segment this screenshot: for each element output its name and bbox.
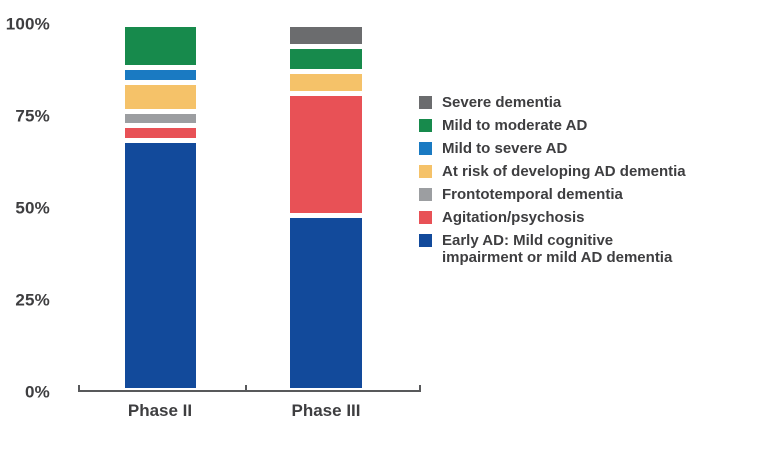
- y-axis-tick-label: 100%: [5, 14, 50, 34]
- category-label: Phase II: [127, 401, 193, 420]
- bar-segment: [125, 27, 196, 71]
- legend-item: Frontotemporal dementia: [419, 186, 686, 203]
- legend-label: Mild to moderate AD: [442, 117, 588, 134]
- x-axis-tick: [419, 385, 421, 392]
- bar-segment: [290, 73, 362, 96]
- stacked-bar-phase-iii: [290, 27, 362, 388]
- legend-swatch: [419, 96, 432, 109]
- legend-label: At risk of developing AD dementia: [442, 163, 686, 180]
- bar-segment: [290, 48, 362, 74]
- legend-label: Frontotemporal dementia: [442, 186, 623, 203]
- legend-item: Mild to moderate AD: [419, 117, 686, 134]
- legend-swatch: [419, 211, 432, 224]
- legend-item: At risk of developing AD dementia: [419, 163, 686, 180]
- y-axis-tick-label: 25%: [15, 290, 50, 310]
- legend-label: Agitation/psychosis: [442, 209, 585, 226]
- legend-item: Agitation/psychosis: [419, 209, 686, 226]
- legend-label: Mild to severe AD: [442, 140, 568, 157]
- legend-swatch: [419, 165, 432, 178]
- legend-label: Severe dementia: [442, 94, 562, 111]
- x-axis-line: [78, 390, 421, 392]
- category-label: Phase III: [291, 401, 361, 420]
- legend-swatch: [419, 234, 432, 247]
- legend-label: Early AD: Mild cognitive impairment or mi…: [442, 232, 673, 266]
- legend-swatch: [419, 188, 432, 201]
- legend-item: Mild to severe AD: [419, 140, 686, 157]
- bar-segment: [125, 84, 196, 114]
- stacked-bar-phase-ii: [125, 27, 196, 388]
- bar-segment: [125, 70, 196, 85]
- y-axis-tick-label: 75%: [15, 106, 50, 126]
- legend-item: Early AD: Mild cognitive impairment or mi…: [419, 232, 686, 266]
- bar-segment: [290, 218, 362, 388]
- bar-segment: [290, 27, 362, 49]
- legend-swatch: [419, 142, 432, 155]
- y-axis-tick-label: 50%: [15, 198, 50, 218]
- x-axis-tick: [245, 385, 247, 392]
- bar-segment: [125, 128, 196, 143]
- bar-segment: [290, 95, 362, 219]
- legend: Severe dementia Mild to moderate AD Mild t…: [419, 94, 686, 272]
- y-axis-tick-label: 0%: [25, 382, 50, 402]
- legend-swatch: [419, 119, 432, 132]
- x-axis-tick: [78, 385, 80, 392]
- bar-segment: [125, 142, 196, 388]
- legend-item: Severe dementia: [419, 94, 686, 111]
- bar-segment: [125, 113, 196, 129]
